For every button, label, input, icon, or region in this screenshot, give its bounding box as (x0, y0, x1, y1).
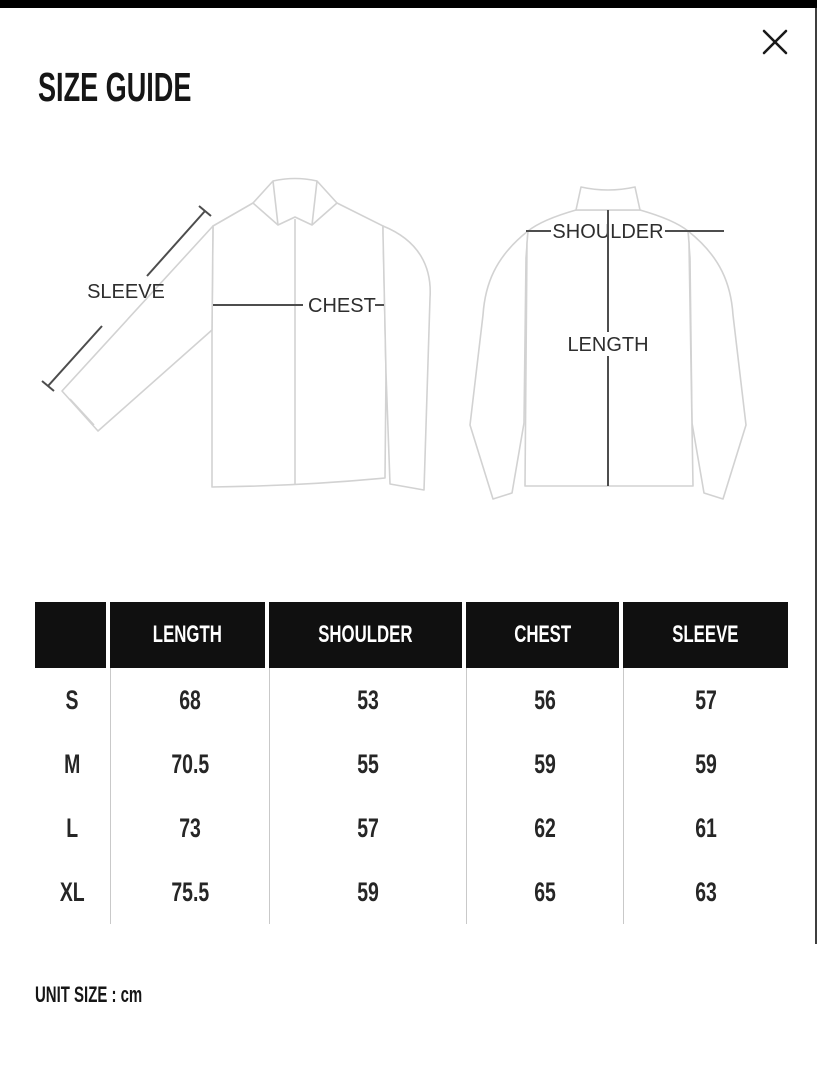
sleeve-cell: 61 (623, 796, 788, 860)
sleeve-label: SLEEVE (87, 281, 165, 303)
shirt-front-view: SLEEVE CHEST (41, 177, 431, 491)
length-cell: 75.5 (110, 860, 269, 924)
table-row-xl: XL 75.5 59 65 63 (35, 860, 788, 924)
modal-right-edge-line (815, 8, 817, 944)
header-cell-shoulder: SHOULDER (269, 602, 466, 668)
shirt-back-collar (575, 186, 641, 211)
shirt-back-left-sleeve (469, 230, 529, 500)
shoulder-cell: 53 (269, 668, 466, 732)
shoulder-cell: 59 (269, 860, 466, 924)
shirt-front-right-sleeve (382, 225, 431, 491)
chest-cell: 62 (466, 796, 623, 860)
shirt-back-right-sleeve (687, 230, 747, 500)
header-cell-size (35, 602, 110, 668)
size-cell: L (66, 812, 79, 843)
table-row-l: L 73 57 62 61 (35, 796, 788, 860)
shirt-front-body (211, 202, 387, 488)
chest-cell: 65 (466, 860, 623, 924)
shirt-front-collar-seams (272, 180, 318, 226)
close-button[interactable] (755, 22, 795, 62)
length-cell: 73 (110, 796, 269, 860)
header-cell-length: LENGTH (110, 602, 269, 668)
chest-cell: 56 (466, 668, 623, 732)
length-cell: 68 (110, 668, 269, 732)
sleeve-cell: 63 (623, 860, 788, 924)
shirt-back-view: SHOULDER LENGTH (469, 186, 747, 500)
size-table: LENGTH SHOULDER CHEST SLEEVE S 68 53 56 … (35, 602, 788, 924)
size-cell: M (64, 748, 81, 779)
shirt-back-body (524, 209, 694, 487)
table-row-m: M 70.5 55 59 59 (35, 732, 788, 796)
shirt-front-left-sleeve (61, 225, 214, 432)
size-cell: S (66, 684, 79, 715)
unit-size-note: UNIT SIZE : cm (35, 982, 193, 1008)
sleeve-cell: 57 (623, 668, 788, 732)
unit-size-text: UNIT SIZE : cm (35, 982, 143, 1007)
header-cell-sleeve: SLEEVE (623, 602, 788, 668)
sleeve-measure-line (41, 205, 212, 392)
table-row-s: S 68 53 56 57 (35, 668, 788, 732)
length-cell: 70.5 (110, 732, 269, 796)
header-cell-chest: CHEST (466, 602, 623, 668)
shoulder-cell: 55 (269, 732, 466, 796)
size-table-body: S 68 53 56 57 M 70.5 55 59 59 L 73 57 62… (35, 668, 788, 924)
shirt-front-cuff-seam (69, 398, 95, 426)
measurement-diagram: SLEEVE CHEST SHOULDER LE (30, 173, 790, 523)
chest-cell: 59 (466, 732, 623, 796)
chest-label: CHEST (308, 295, 376, 317)
page-title: SIZE GUIDE (38, 67, 270, 108)
shoulder-cell: 57 (269, 796, 466, 860)
length-label: LENGTH (567, 334, 648, 356)
top-black-bar (0, 0, 817, 8)
size-table-header-row: LENGTH SHOULDER CHEST SLEEVE (35, 602, 788, 668)
close-icon (762, 29, 788, 55)
sleeve-cell: 59 (623, 732, 788, 796)
page-title-text: SIZE GUIDE (38, 64, 192, 111)
size-cell: XL (60, 876, 85, 907)
